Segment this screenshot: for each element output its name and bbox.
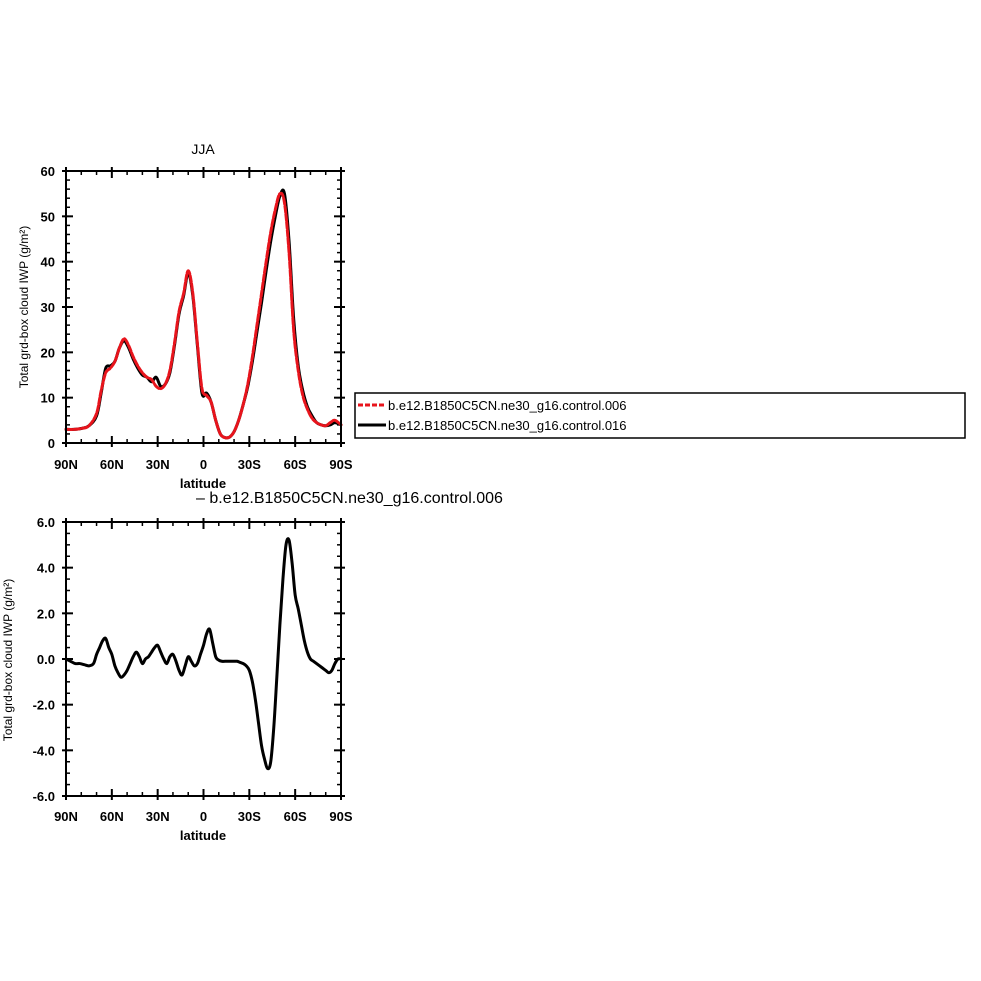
panel-top-y-tick-labels: 0 10 20 30 40 50 60 [41,164,55,451]
x-tick-label: 60S [284,809,307,824]
x-tick-label: 90N [54,809,78,824]
panel-top-frame [65,170,342,444]
panel-top-x-tick-labels: 90N 60N 30N 0 30S 60S 90S [54,457,353,472]
series-line [64,188,343,440]
y-tick-label: 30 [41,300,55,315]
panel-bottom-x-tick-labels: 90N 60N 30N 0 30S 60S 90S [54,809,353,824]
series-line [64,537,343,771]
x-tick-label: 90S [329,457,352,472]
y-tick-label: -2.0 [33,698,55,713]
panel-bottom-xlabel: latitude [180,828,226,843]
y-tick-label: 6.0 [37,515,55,530]
x-tick-label: 0 [200,809,207,824]
panel-bottom-frame [65,521,342,797]
legend: b.e12.B1850C5CN.ne30_g16.control.006 b.e… [354,392,966,439]
panel-top-xlabel: latitude [180,476,226,491]
panel-top-ticks [62,167,345,447]
x-tick-label: 90S [329,809,352,824]
panel-bottom-ylabel-clip: Total grd-box cloud IWP (g/m²) [1,579,15,742]
panel-top-series [64,188,343,440]
series-line [64,191,343,440]
y-tick-label: 20 [41,345,55,360]
legend-label-control-016: b.e12.B1850C5CN.ne30_g16.control.016 [388,418,627,433]
panel-top-title: JJA [191,141,215,157]
x-tick-label: 30S [238,809,261,824]
x-tick-label: 30N [146,457,170,472]
x-tick-label: 60N [100,457,124,472]
x-tick-label: 0 [200,457,207,472]
y-tick-label: 60 [41,164,55,179]
y-tick-label: 4.0 [37,561,55,576]
x-tick-label: 30S [238,457,261,472]
y-tick-label: 0 [48,436,55,451]
legend-box [354,392,966,439]
y-tick-label: 0.0 [37,652,55,667]
y-tick-label: -4.0 [33,743,55,758]
x-tick-label: 60N [100,809,124,824]
panel-top-ylabel: Total grd-box cloud IWP (g/m²) [17,226,31,389]
y-tick-label: 2.0 [37,606,55,621]
y-tick-label: 50 [41,209,55,224]
legend-label-control-006: b.e12.B1850C5CN.ne30_g16.control.006 [388,398,627,413]
panel-bottom-ylabel: Total grd-box cloud IWP (g/m²) [1,579,15,742]
panel-top: JJA Total grd-box cloud IWP (g/m²) latit… [17,141,353,491]
panel-bottom-title: – b.e12.B1850C5CN.ne30_g16.control.006 [196,490,503,507]
y-tick-label: -6.0 [33,789,55,804]
x-tick-label: 60S [284,457,307,472]
x-tick-label: 30N [146,809,170,824]
panel-bottom-series [64,537,343,771]
panel-bottom: – b.e12.B1850C5CN.ne30_g16.control.006 T… [1,490,503,843]
y-tick-label: 40 [41,255,55,270]
panel-bottom-ticks [62,518,345,800]
y-tick-label: 10 [41,391,55,406]
x-tick-label: 90N [54,457,78,472]
panel-bottom-y-tick-labels: -6.0 -4.0 -2.0 0.0 2.0 4.0 6.0 [33,515,55,804]
